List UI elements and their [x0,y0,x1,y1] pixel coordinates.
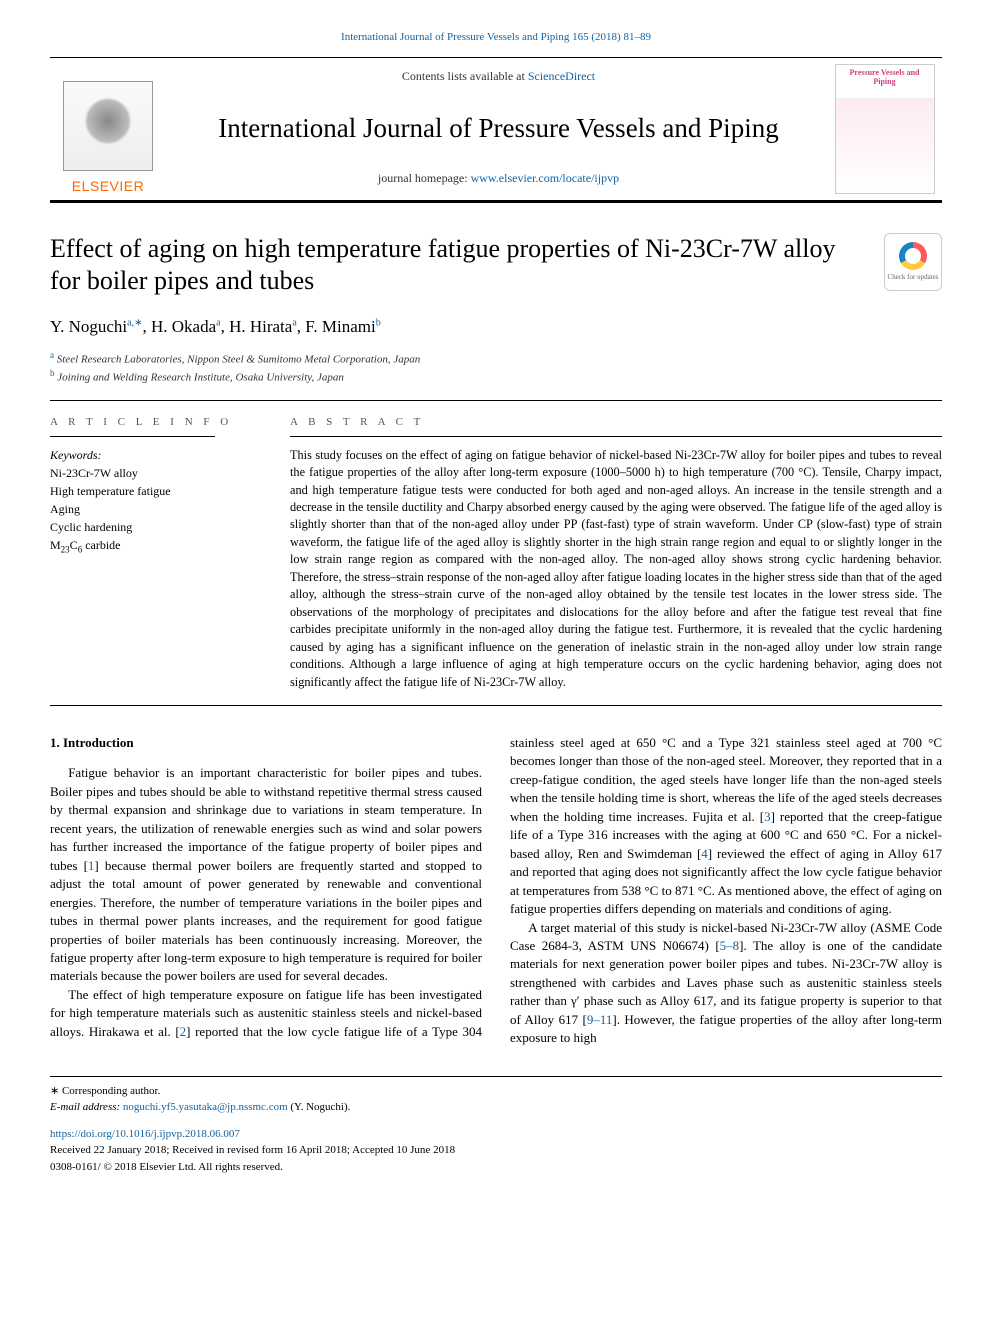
author: H. Hirata [229,317,292,336]
updates-label: Check for updates [888,273,939,282]
masthead-center: Contents lists available at ScienceDirec… [170,58,827,200]
sciencedirect-link[interactable]: ScienceDirect [528,69,595,83]
cover-art [836,99,934,193]
author: F. Minami [305,317,375,336]
author-list: Y. Noguchia,∗, H. Okadaa, H. Hirataa, F.… [50,316,942,339]
ref-link[interactable]: 2 [180,1024,187,1039]
history-line: Received 22 January 2018; Received in re… [50,1142,942,1159]
ref-link[interactable]: 3 [764,809,771,824]
author: H. Okada [151,317,216,336]
keywords-label: Keywords: [50,447,260,463]
copyright-line: 0308-0161/ © 2018 Elsevier Ltd. All righ… [50,1159,942,1176]
author-affil-ref[interactable]: b [376,317,381,328]
abstract-label: A B S T R A C T [290,415,942,430]
email-line: E-mail address: noguchi.yf5.yasutaka@jp.… [50,1099,942,1116]
cover-block: Pressure Vessels and Piping [827,58,942,200]
corresponding-note: ∗ Corresponding author. [50,1083,942,1100]
author-affil-ref[interactable]: a [292,317,296,328]
ref-link[interactable]: 5–8 [720,938,740,953]
author-affil-ref[interactable]: a [216,317,220,328]
journal-cover-icon: Pressure Vessels and Piping [835,64,935,194]
title-row: Effect of aging on high temperature fati… [50,233,942,298]
affiliations: a Steel Research Laboratories, Nippon St… [50,349,942,386]
journal-name: International Journal of Pressure Vessel… [180,110,817,146]
contents-line: Contents lists available at ScienceDirec… [180,68,817,84]
publisher-name: ELSEVIER [72,177,144,196]
author: Y. Noguchi [50,317,127,336]
info-divider [50,436,215,437]
ref-link[interactable]: 4 [701,846,708,861]
doi-line: https://doi.org/10.1016/j.ijpvp.2018.06.… [50,1126,942,1143]
keyword: Ni-23Cr-7W alloy [50,464,260,482]
publisher-block: ELSEVIER [50,58,170,200]
contents-prefix: Contents lists available at [402,69,528,83]
cover-title: Pressure Vessels and Piping [836,65,934,99]
affiliation: a Steel Research Laboratories, Nippon St… [50,349,942,368]
abstract-text: This study focuses on the effect of agin… [290,447,942,691]
citation-header: International Journal of Pressure Vessel… [50,30,942,45]
ref-link[interactable]: 1 [88,858,95,873]
homepage-prefix: journal homepage: [378,171,471,185]
article-info-column: A R T I C L E I N F O Keywords: Ni-23Cr-… [50,415,260,691]
divider [50,705,942,706]
author-affil-ref[interactable]: a,∗ [127,317,142,328]
body-columns: 1. Introduction Fatigue behavior is an i… [50,734,942,1048]
homepage-line: journal homepage: www.elsevier.com/locat… [180,170,817,186]
intro-heading: 1. Introduction [50,734,482,752]
article-info-label: A R T I C L E I N F O [50,415,260,430]
check-updates-badge[interactable]: Check for updates [884,233,942,291]
affiliation: b Joining and Welding Research Institute… [50,367,942,386]
citation-link[interactable]: International Journal of Pressure Vessel… [341,31,651,43]
email-link[interactable]: noguchi.yf5.yasutaka@jp.nssmc.com [123,1101,288,1113]
keyword: High temperature fatigue [50,482,260,500]
divider [50,400,942,401]
info-abstract-row: A R T I C L E I N F O Keywords: Ni-23Cr-… [50,415,942,691]
homepage-link[interactable]: www.elsevier.com/locate/ijpvp [471,171,620,185]
keyword: Cyclic hardening [50,518,260,536]
publisher-logo-icon [63,81,153,171]
doi-link[interactable]: https://doi.org/10.1016/j.ijpvp.2018.06.… [50,1128,240,1140]
email-label: E-mail address: [50,1101,123,1113]
masthead: ELSEVIER Contents lists available at Sci… [50,57,942,203]
email-suffix: (Y. Noguchi). [288,1101,351,1113]
abstract-column: A B S T R A C T This study focuses on th… [290,415,942,691]
keyword: Aging [50,500,260,518]
abstract-divider [290,436,942,437]
body-paragraph: A target material of this study is nicke… [510,919,942,1048]
keyword: M23C6 carbide [50,536,260,557]
article-title: Effect of aging on high temperature fati… [50,233,870,298]
body-paragraph: Fatigue behavior is an important charact… [50,764,482,985]
keywords-list: Ni-23Cr-7W alloyHigh temperature fatigue… [50,464,260,557]
footnotes: ∗ Corresponding author. E-mail address: … [50,1076,942,1176]
updates-icon [899,242,927,270]
ref-link[interactable]: 9–11 [587,1012,613,1027]
